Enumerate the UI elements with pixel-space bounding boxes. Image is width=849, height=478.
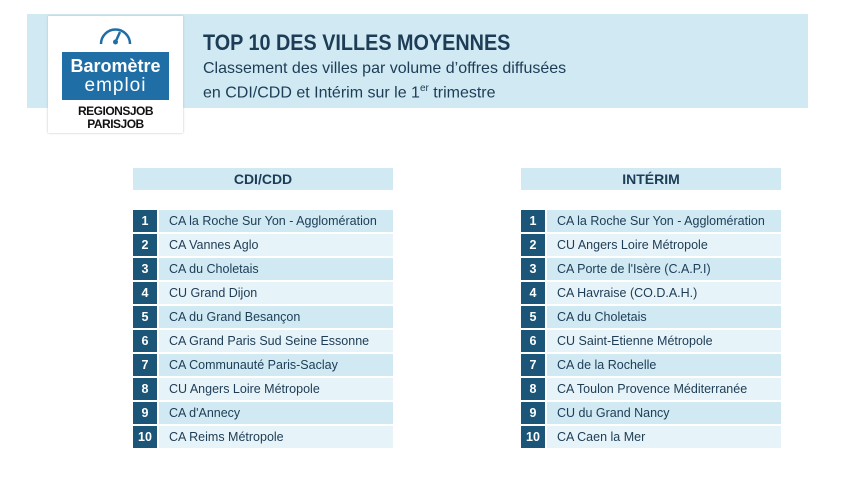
list-row: 2 CU Angers Loire Métropole bbox=[521, 234, 781, 256]
gauge-icon bbox=[99, 28, 132, 45]
rank: 6 bbox=[133, 330, 157, 352]
city-name: CA du Grand Besançon bbox=[159, 306, 393, 328]
logo-box: Baromètre emploi bbox=[62, 52, 169, 100]
rank: 7 bbox=[521, 354, 545, 376]
rank: 9 bbox=[133, 402, 157, 424]
rank: 9 bbox=[521, 402, 545, 424]
rank: 3 bbox=[133, 258, 157, 280]
list-row: 6CA Grand Paris Sud Seine Essonne Sénart bbox=[133, 330, 393, 370]
city-name: CA Vannes Aglo bbox=[159, 234, 393, 256]
brand: REGIONSJOB bbox=[77, 104, 154, 118]
list-row: 5 CA du Grand Besançon bbox=[133, 306, 393, 328]
city-name: CU Angers Loire Métropole bbox=[547, 234, 781, 256]
list-row: 9 CA d'Annecy bbox=[133, 402, 393, 424]
subtitle: en CDI/CDD et Intérim sur le 1er trimest… bbox=[203, 83, 496, 102]
title: TOP 10 DES VILLES MOYENNES bbox=[203, 30, 511, 55]
rank: 5 bbox=[521, 306, 545, 328]
rank: 1 bbox=[521, 210, 545, 232]
logo: Baromètre emploi REGIONSJOB PARISJOB bbox=[48, 16, 183, 133]
city-name: CA du Choletais bbox=[547, 306, 781, 328]
rank: 1 bbox=[133, 210, 157, 232]
list-row: 4 CA Havraise (CO.D.A.H.) bbox=[521, 282, 781, 304]
city-name: CA de la Rochelle bbox=[547, 354, 781, 376]
list-header: CDI/CDD bbox=[133, 168, 393, 190]
city-name: CA Communauté Paris-Saclay bbox=[159, 354, 393, 376]
city-name: CU Angers Loire Métropole bbox=[159, 378, 393, 400]
list-row: 7 CA Communauté Paris-Saclay bbox=[133, 354, 393, 376]
list-row: 2 CA Vannes Aglo bbox=[133, 234, 393, 256]
list-header: INTÉRIM bbox=[521, 168, 781, 190]
list-row: 6 CU Saint-Etienne Métropole bbox=[521, 330, 781, 352]
ranking-list: INTÉRIM 1 CA la Roche Sur Yon - Agglomérat… bbox=[521, 168, 781, 450]
list-row: 8 CU Angers Loire Métropole bbox=[133, 378, 393, 400]
city-name: CA d'Annecy bbox=[159, 402, 393, 424]
superscript: er bbox=[419, 83, 429, 94]
rank: 6 bbox=[521, 330, 545, 352]
city-name: CA la Roche Sur Yon - Agglomération bbox=[547, 210, 781, 232]
subtitle: Classement des villes par volume d’offre… bbox=[203, 60, 567, 77]
logo-text: Baromètre bbox=[70, 56, 161, 76]
brand: PARISJOB bbox=[87, 117, 144, 131]
city-name: CU Grand Dijon bbox=[159, 282, 393, 304]
rank: 3 bbox=[521, 258, 545, 280]
list-row: 3 CA Porte de l'Isère (C.A.P.I) bbox=[521, 258, 781, 280]
rank: 5 bbox=[133, 306, 157, 328]
list-row: 4 CU Grand Dijon bbox=[133, 282, 393, 304]
city-name: CA Reims Métropole bbox=[159, 426, 393, 448]
city-name: CU du Grand Nancy bbox=[547, 402, 781, 424]
list-row: 5 CA du Choletais bbox=[521, 306, 781, 328]
rank: 4 bbox=[521, 282, 545, 304]
list-row: 7 CA de la Rochelle bbox=[521, 354, 781, 376]
logo-text: emploi bbox=[84, 75, 147, 96]
rank: 2 bbox=[521, 234, 545, 256]
city-name: CA Toulon Provence Méditerranée bbox=[547, 378, 781, 400]
list-row: 8 CA Toulon Provence Méditerranée bbox=[521, 378, 781, 400]
city-name: CA la Roche Sur Yon - Agglomération bbox=[159, 210, 393, 232]
list-row: 1 CA la Roche Sur Yon - Agglomération bbox=[521, 210, 781, 232]
rank: 10 bbox=[521, 426, 545, 448]
subtitle-text: trimestre bbox=[428, 84, 496, 102]
list-row: 10 CA Reims Métropole bbox=[133, 426, 393, 448]
city-name: CA du Choletais bbox=[159, 258, 393, 280]
list-row: 10 CA Caen la Mer bbox=[521, 426, 781, 448]
rank: 2 bbox=[133, 234, 157, 256]
city-name: CA Porte de l'Isère (C.A.P.I) bbox=[547, 258, 781, 280]
list-row: 1 CA la Roche Sur Yon - Agglomération bbox=[133, 210, 393, 232]
ranking-list: CDI/CDD 1 CA la Roche Sur Yon - Agglomérat… bbox=[133, 168, 393, 450]
subtitle-text: en CDI/CDD et Intérim sur le 1 bbox=[203, 84, 420, 102]
rank: 8 bbox=[133, 378, 157, 400]
rank: 8 bbox=[521, 378, 545, 400]
city-name: CA Caen la Mer bbox=[547, 426, 781, 448]
rank: 7 bbox=[133, 354, 157, 376]
city-name: CU Saint-Etienne Métropole bbox=[547, 330, 781, 352]
city-name: CA Havraise (CO.D.A.H.) bbox=[547, 282, 781, 304]
list-row: 9 CU du Grand Nancy bbox=[521, 402, 781, 424]
rank: 4 bbox=[133, 282, 157, 304]
list-row: 3 CA du Choletais bbox=[133, 258, 393, 280]
rank: 10 bbox=[133, 426, 157, 448]
city-name: CA Grand Paris Sud Seine Essonne Sénart bbox=[159, 330, 393, 370]
